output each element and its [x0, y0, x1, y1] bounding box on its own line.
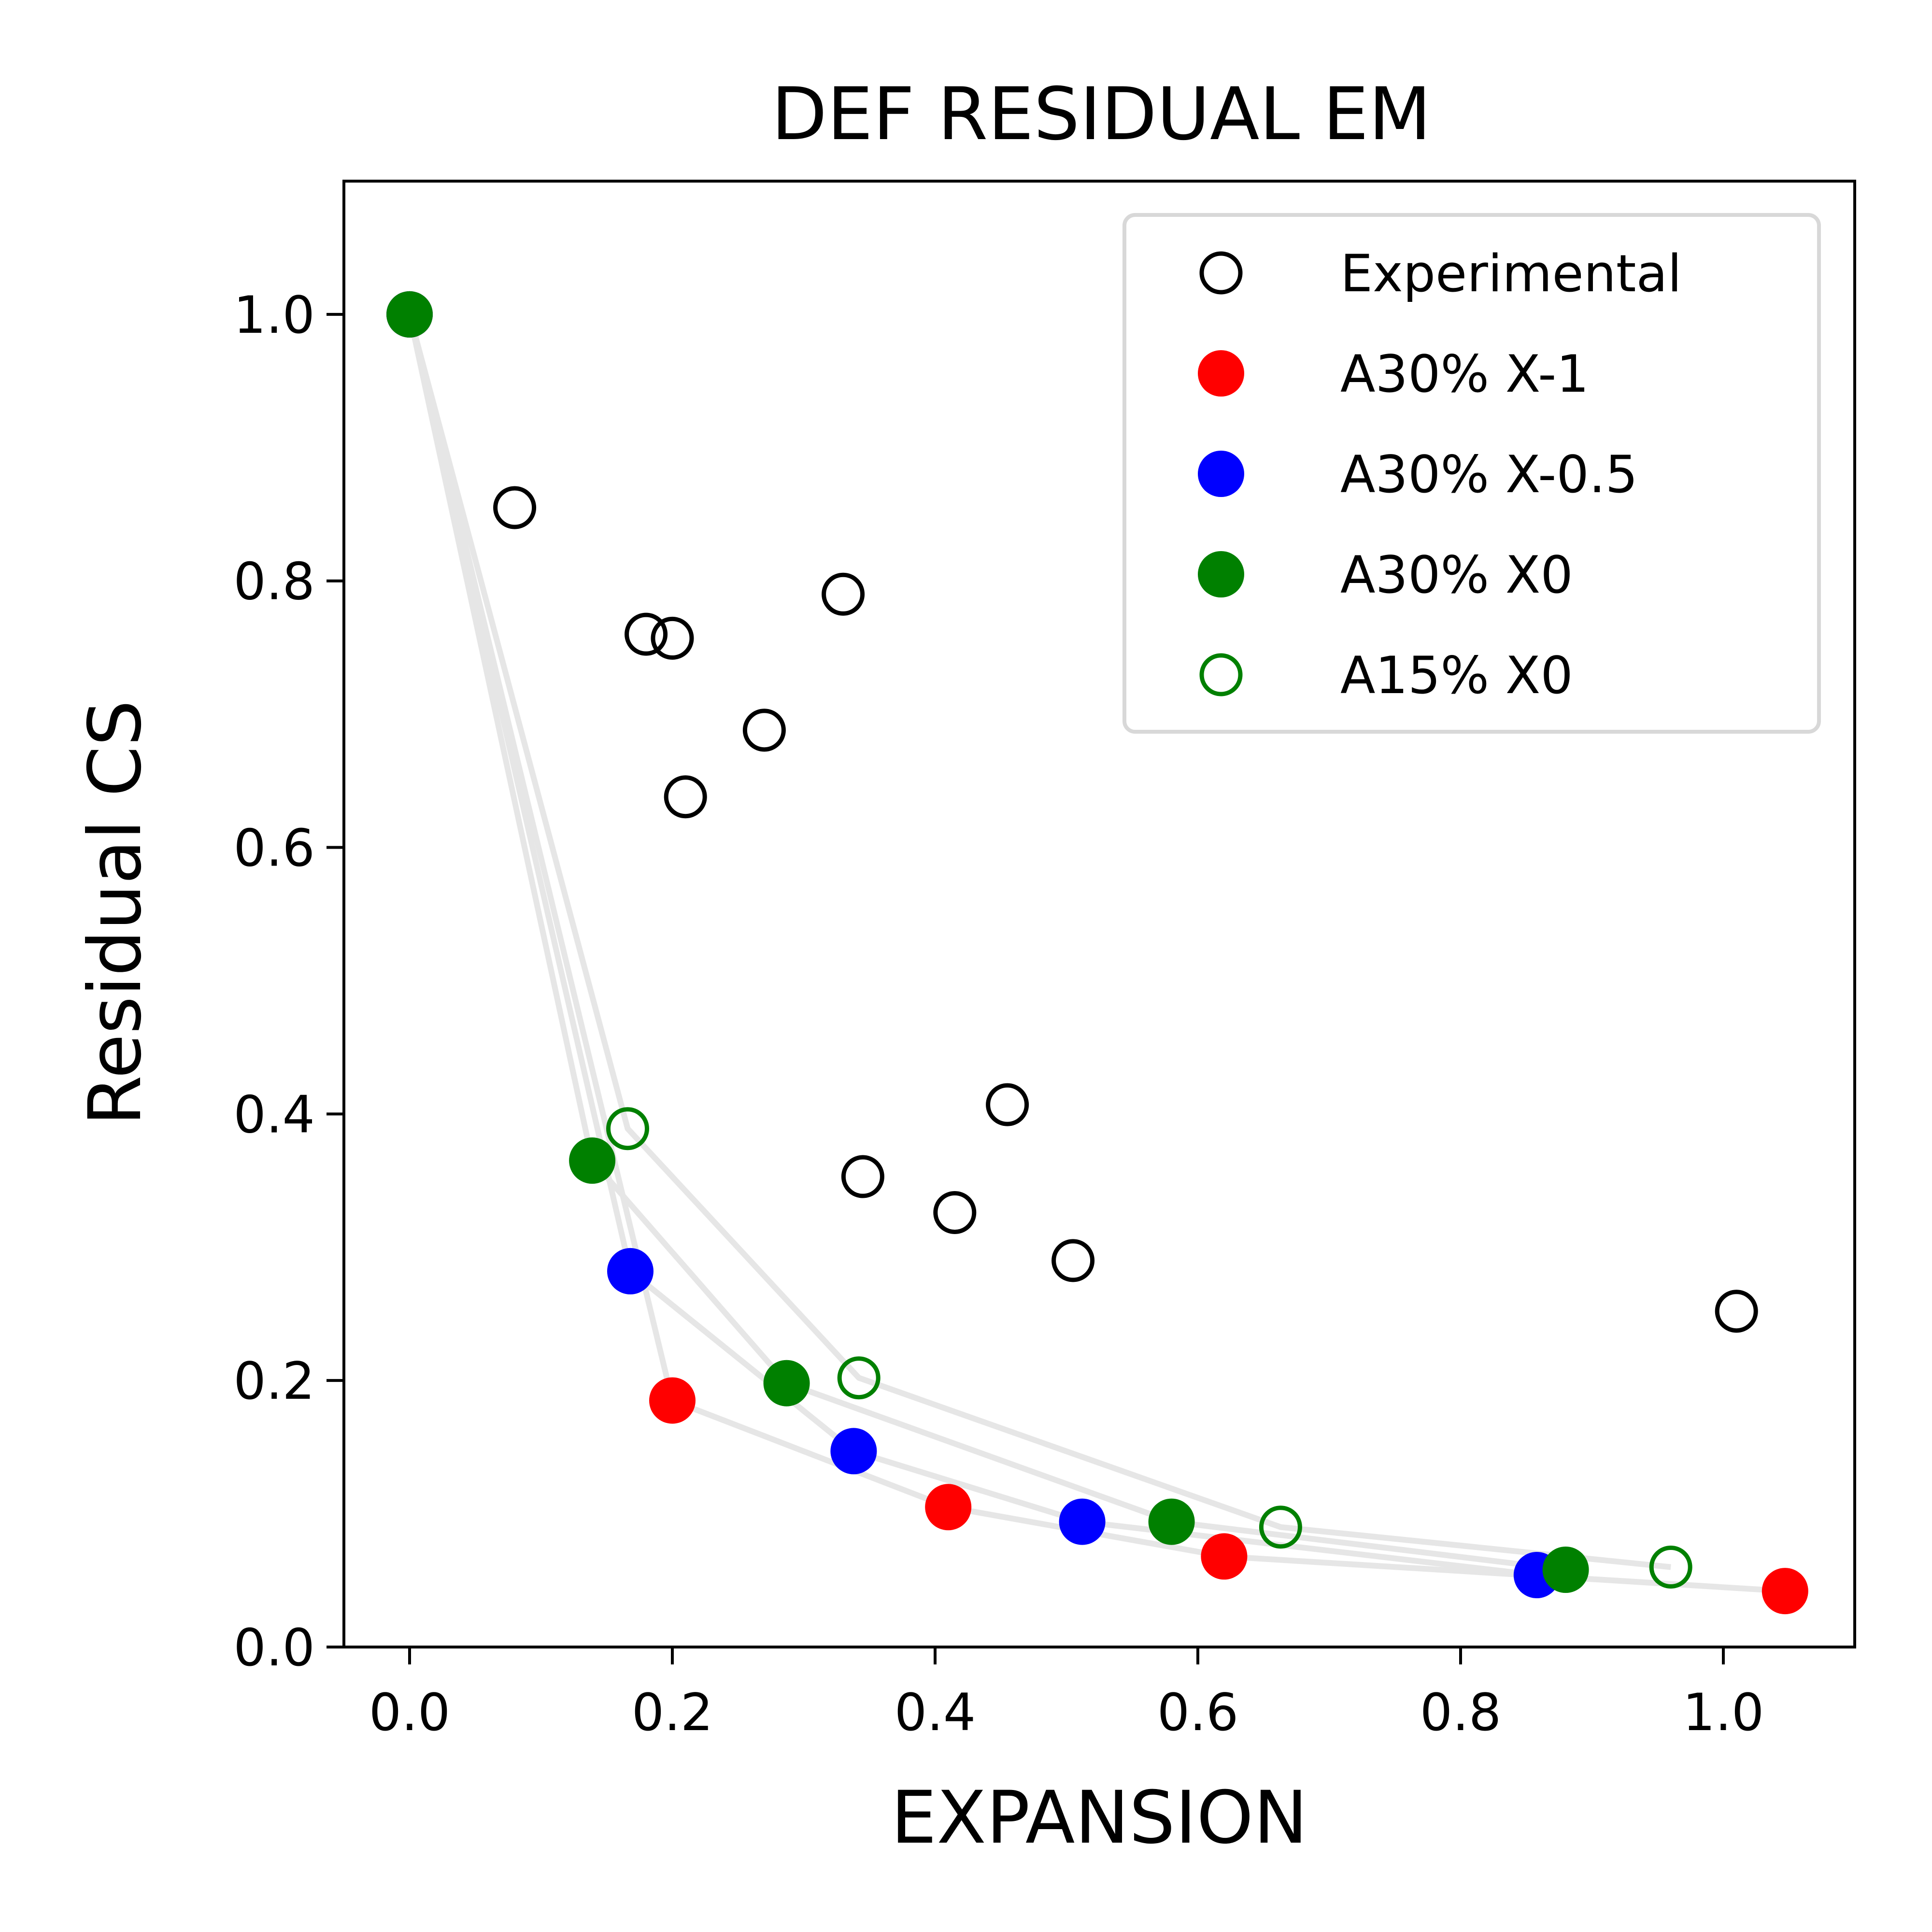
- y-tick-label: 0.2: [233, 1351, 315, 1411]
- data-point: [841, 1155, 884, 1198]
- data-point: [1259, 1506, 1302, 1549]
- legend-label: A15% X0: [1340, 646, 1573, 705]
- legend-label: A30% X-0.5: [1340, 445, 1638, 504]
- legend-label: A30% X-1: [1340, 344, 1589, 404]
- legend-marker: [1198, 551, 1244, 597]
- data-point: [388, 293, 431, 336]
- data-point: [607, 1248, 653, 1294]
- data-point: [1059, 1498, 1106, 1545]
- x-tick-label: 0.6: [1157, 1683, 1239, 1742]
- x-tick-label: 1.0: [1683, 1683, 1764, 1742]
- data-point: [1201, 1533, 1248, 1580]
- data-point: [837, 1356, 881, 1400]
- data-point: [649, 1377, 696, 1424]
- x-axis-label: EXPANSION: [891, 1776, 1308, 1860]
- y-tick-label: 1.0: [233, 285, 315, 345]
- y-tick-label: 0.0: [233, 1618, 315, 1677]
- data-point: [1542, 1547, 1589, 1593]
- data-point: [1649, 1546, 1692, 1589]
- data-point: [651, 616, 694, 660]
- data-point: [742, 709, 786, 752]
- data-point: [569, 1137, 616, 1184]
- data-point: [933, 1191, 977, 1234]
- data-point: [606, 1107, 649, 1151]
- data-point: [386, 291, 433, 338]
- data-point: [1762, 1568, 1808, 1615]
- y-tick-label: 0.8: [233, 552, 315, 611]
- y-tick-label: 0.4: [233, 1085, 315, 1144]
- data-point: [830, 1428, 877, 1475]
- y-tick-label: 0.6: [233, 819, 315, 878]
- y-axis: 0.0 0.2 0.4 0.6 0.8 1.0: [233, 285, 344, 1677]
- x-tick-label: 0.8: [1420, 1683, 1502, 1742]
- data-point: [822, 572, 865, 616]
- legend-marker: [1198, 451, 1244, 497]
- x-axis: 0.0 0.2 0.4 0.6 0.8 1.0: [369, 1647, 1764, 1742]
- legend-frame: [1122, 213, 1821, 734]
- data-point: [986, 1083, 1029, 1126]
- chart-title: DEF RESIDUAL EM: [771, 72, 1431, 156]
- connector-line: [407, 313, 1671, 1570]
- x-tick-label: 0.2: [632, 1683, 713, 1742]
- data-point: [1715, 1290, 1758, 1333]
- legend: Experimental A30% X-1 A30% X-0.5 A30% X0 A15…: [1122, 213, 1821, 734]
- data-point: [763, 1360, 810, 1406]
- legend-label: A30% X0: [1340, 545, 1573, 605]
- x-tick-label: 0.0: [369, 1683, 451, 1742]
- y-axis-label: Residual CS: [73, 700, 157, 1125]
- data-point: [1051, 1239, 1095, 1282]
- data-point: [925, 1484, 972, 1531]
- data-point: [625, 612, 668, 656]
- legend-label: Experimental: [1340, 244, 1682, 303]
- legend-marker: [1198, 350, 1244, 397]
- legend-marker: [1199, 653, 1243, 696]
- legend-marker: [1199, 251, 1243, 295]
- x-tick-label: 0.4: [895, 1683, 976, 1742]
- plot-frame: [342, 180, 1856, 1648]
- data-point: [493, 486, 537, 529]
- data-points: [386, 291, 1808, 1615]
- data-point: [1148, 1498, 1195, 1545]
- data-point: [664, 775, 707, 819]
